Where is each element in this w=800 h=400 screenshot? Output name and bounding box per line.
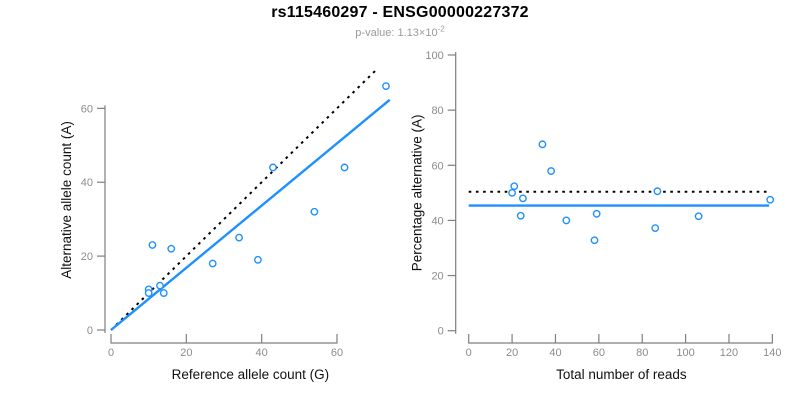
y-tick-label: 0 [438,326,444,338]
y-axis-title: Percentage alternative (A) [410,114,425,271]
data-point [340,163,349,172]
x-tick-label: 120 [720,347,738,359]
x-tick-label: 40 [256,347,268,359]
pvalue-subtitle: p-value: 1.13×10-2 [0,24,800,39]
y-axis-title: Alternative allele count (A) [59,121,74,279]
data-point [208,259,217,268]
figure-title: rs115460297 - ENSG00000227372 [271,4,529,21]
data-point [562,216,571,225]
x-tick-label: 0 [108,347,114,359]
data-point [382,82,390,91]
y-tick-label: 40 [431,215,443,227]
data-point [651,224,660,233]
fit-line [110,98,391,331]
x-tick-label: 20 [506,347,518,359]
data-point [519,194,527,203]
x-tick-label: 60 [331,347,343,359]
x-tick-label: 140 [763,347,781,359]
data-point [694,212,703,221]
x-tick-label: 0 [466,347,472,359]
data-point [766,195,775,204]
data-point [516,211,525,220]
x-tick-label: 20 [180,347,192,359]
y-tick-label: 20 [431,271,443,283]
data-point [590,236,599,245]
data-point [538,140,547,149]
data-point [156,281,164,290]
y-tick-label: 60 [81,103,93,115]
data-point [547,167,556,175]
y-tick-label: 40 [81,177,93,189]
data-point [144,289,153,297]
pvalue-exponent: -2 [437,24,445,34]
data-point [159,289,168,297]
data-point [653,187,662,196]
y-tick-label: 0 [87,325,93,337]
x-tick-label: 100 [676,347,694,359]
data-point [235,233,243,242]
x-tick-label: 60 [593,347,605,359]
x-tick-label: 80 [636,347,648,359]
data-point [592,209,601,218]
data-point [510,182,519,191]
y-tick-label: 80 [431,105,443,117]
data-point [167,244,176,253]
data-point [269,163,277,172]
data-point [310,207,319,216]
data-point [254,255,262,264]
y-tick-label: 20 [81,251,93,263]
y-tick-label: 100 [425,50,443,62]
pvalue-base: 1.13×10 [397,27,438,39]
x-axis-title: Total number of reads [556,367,687,382]
x-axis-title: Reference allele count (G) [172,367,330,382]
right-panel: 0 20 40 60 80 100 0 20 40 60 80 100 120 140 Total numb… [410,50,782,382]
pvalue-label: p-value: [355,27,398,39]
x-tick-label: 40 [549,347,561,359]
data-point [508,188,516,197]
data-point [148,241,157,249]
y-tick-label: 60 [431,160,443,172]
